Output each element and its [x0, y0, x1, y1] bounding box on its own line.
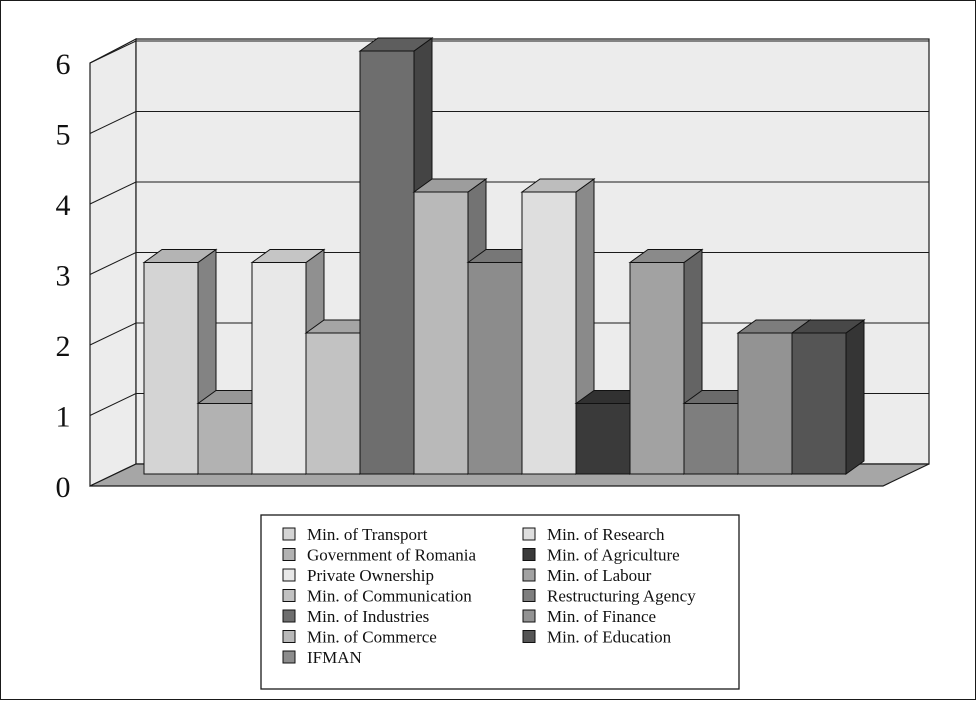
- legend-label: Restructuring Agency: [547, 587, 696, 606]
- bar-front-face: [305, 332, 361, 475]
- y-axis-ticks: 0 1 2 3 4 5 6: [56, 48, 71, 504]
- legend-label: Min. of Communication: [307, 587, 472, 606]
- bar-front-face: [791, 332, 847, 475]
- grid-line-side: [89, 181, 137, 205]
- bars-group: [142, 37, 866, 475]
- legend-item: IFMAN: [282, 648, 362, 667]
- bar-front-face: [251, 262, 307, 475]
- bar-front-face: [737, 332, 793, 475]
- legend-label: IFMAN: [307, 648, 362, 667]
- legend-swatch: [282, 630, 296, 643]
- legend-swatch: [282, 650, 296, 664]
- grid-line-side: [89, 40, 137, 64]
- grid-line-side: [89, 252, 137, 275]
- legend-label: Min. of Education: [547, 628, 672, 647]
- y-tick-label: 3: [56, 260, 71, 293]
- bar-front-face: [683, 403, 739, 475]
- legend-label: Min. of Transport: [307, 525, 428, 544]
- legend-swatch: [522, 589, 536, 602]
- bar-front-face: [197, 403, 253, 475]
- y-tick-label: 2: [56, 330, 71, 363]
- bar-front-face: [629, 262, 685, 475]
- legend-item: Restructuring Agency: [522, 587, 696, 606]
- legend-label: Min. of Agriculture: [547, 546, 680, 565]
- legend-swatch: [522, 548, 536, 561]
- legend-item: Min. of Finance: [522, 607, 656, 626]
- bar-side-face: [845, 319, 865, 475]
- legend: Min. of Transport Government of RomaniaPr…: [260, 514, 740, 690]
- legend-swatch: [282, 527, 296, 541]
- legend-swatch: [282, 548, 296, 561]
- legend-label: Min. of Commerce: [307, 628, 437, 647]
- legend-item: Min. of Research: [522, 525, 665, 544]
- bar-front-face: [521, 191, 577, 475]
- legend-swatch: [522, 568, 536, 582]
- legend-swatch: [282, 568, 296, 582]
- legend-swatch: [282, 589, 296, 602]
- legend-label: Private Ownership: [307, 566, 434, 585]
- legend-item: Government of Romania: [282, 546, 476, 565]
- legend-swatch: [522, 609, 536, 623]
- y-tick-label: 4: [56, 189, 71, 222]
- legend-item: Min. of Transport: [282, 525, 428, 544]
- bar-min-of-education: [790, 319, 866, 475]
- bar-front-face: [359, 50, 415, 475]
- legend-label: Min. of Finance: [547, 607, 656, 626]
- legend-item: Min. of Communication: [282, 587, 472, 606]
- bar-front-face: [575, 403, 631, 475]
- legend-swatch: [282, 609, 296, 623]
- legend-item: Min. of Education: [522, 628, 672, 647]
- grid-line-side: [89, 322, 137, 346]
- legend-swatch: [522, 527, 536, 541]
- side-wall: [89, 38, 137, 487]
- y-tick-label: 6: [56, 48, 71, 81]
- grid-line-side: [89, 393, 137, 416]
- y-tick-label: 0: [56, 471, 71, 504]
- legend-item: Min. of Labour: [522, 566, 652, 585]
- legend-item: Min. of Commerce: [282, 628, 437, 647]
- legend-item: Private Ownership: [282, 566, 434, 585]
- legend-label: Min. of Research: [547, 525, 665, 544]
- bar-front-face: [413, 191, 469, 475]
- legend-label: Government of Romania: [307, 546, 476, 565]
- legend-swatch: [522, 630, 536, 643]
- legend-label: Min. of Industries: [307, 607, 429, 626]
- legend-item: Min. of Agriculture: [522, 546, 680, 565]
- bar-front-face: [143, 262, 199, 475]
- bar-min-of-labour: [628, 248, 704, 475]
- grid-line-side: [89, 111, 137, 134]
- bar-front-face: [467, 262, 523, 475]
- y-tick-label: 1: [56, 401, 71, 434]
- legend-label: Min. of Labour: [547, 566, 652, 585]
- legend-box: [260, 514, 740, 690]
- legend-item: Min. of Industries: [282, 607, 429, 626]
- y-tick-label: 5: [56, 119, 71, 152]
